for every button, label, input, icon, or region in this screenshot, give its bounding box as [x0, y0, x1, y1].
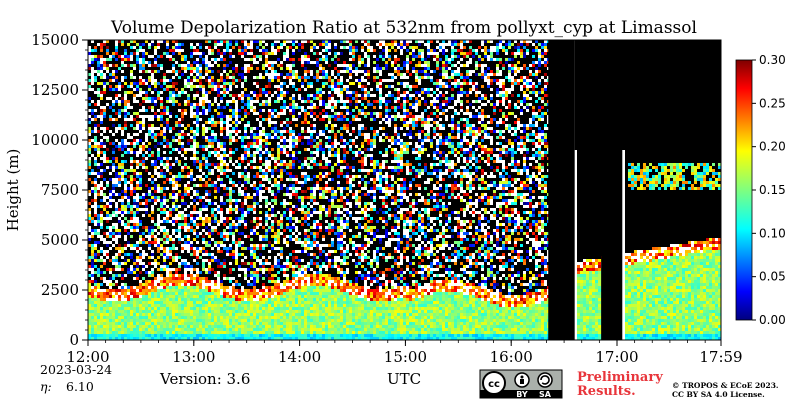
x-axis-label: UTC [387, 370, 421, 388]
x-tick-label: 12:00 [66, 348, 109, 366]
x-tick-label: 14:00 [278, 348, 321, 366]
copyright-line1: © TROPOS & ECoE 2023. [672, 381, 779, 390]
x-tick-label: 13:00 [172, 348, 215, 366]
colorbar [735, 59, 753, 321]
x-tick-label: 17:59 [699, 348, 742, 366]
colorbar-tick-label: 0.00 [759, 313, 786, 327]
date-label: 2023-03-24 [40, 362, 112, 377]
eta-value: 6.10 [66, 379, 94, 394]
chart-title: Volume Depolarization Ratio at 532nm fro… [110, 18, 697, 38]
colorbar-tick-label: 0.10 [759, 226, 786, 240]
version-label: Version: 3.6 [159, 370, 250, 388]
no-data-region [548, 40, 575, 340]
colorbar-tick-label: 0.15 [759, 183, 786, 197]
y-tick-label: 0 [69, 331, 79, 349]
by-text: BY [516, 390, 528, 399]
y-tick-label: 10000 [31, 131, 79, 149]
preliminary-label-line1: Preliminary [577, 370, 663, 385]
x-tick-label: 17:00 [595, 348, 638, 366]
x-tick-label: 15:00 [384, 348, 427, 366]
colorbar-tick-label: 0.05 [759, 270, 786, 284]
x-tick-label: 16:00 [490, 348, 533, 366]
cc-license-badge[interactable]: cc BY SA [479, 369, 563, 399]
y-tick-label: 5000 [41, 231, 79, 249]
x-axis: 12:00 13:00 14:00 15:00 16:00 17:00 17:59 [66, 340, 743, 366]
no-signal-region [574, 40, 721, 150]
colorbar-tick-label: 0.25 [759, 96, 786, 110]
cc-text: cc [488, 379, 500, 390]
y-tick-label: 2500 [41, 281, 79, 299]
preliminary-label-line2: Results. [577, 384, 636, 399]
y-tick-label: 12500 [31, 81, 79, 99]
depolarization-heatmap [88, 40, 721, 340]
colorbar-ticks: 0.00 0.05 0.10 0.15 0.20 0.25 0.30 [752, 53, 786, 327]
sa-text: SA [539, 390, 552, 399]
cc-icon [482, 371, 506, 395]
y-tick-label: 7500 [41, 181, 79, 199]
colorbar-tick-label: 0.30 [759, 53, 786, 67]
y-axis-label: Height (m) [4, 149, 22, 232]
sa-share-icon [537, 372, 553, 388]
colorbar-tick-label: 0.20 [759, 140, 786, 154]
y-axis: 0 2500 5000 7500 10000 12500 15000 [31, 31, 88, 349]
eta-label: η: [40, 379, 52, 394]
y-tick-label: 15000 [31, 31, 79, 49]
copyright-line2: CC BY SA 4.0 License. [672, 390, 765, 399]
